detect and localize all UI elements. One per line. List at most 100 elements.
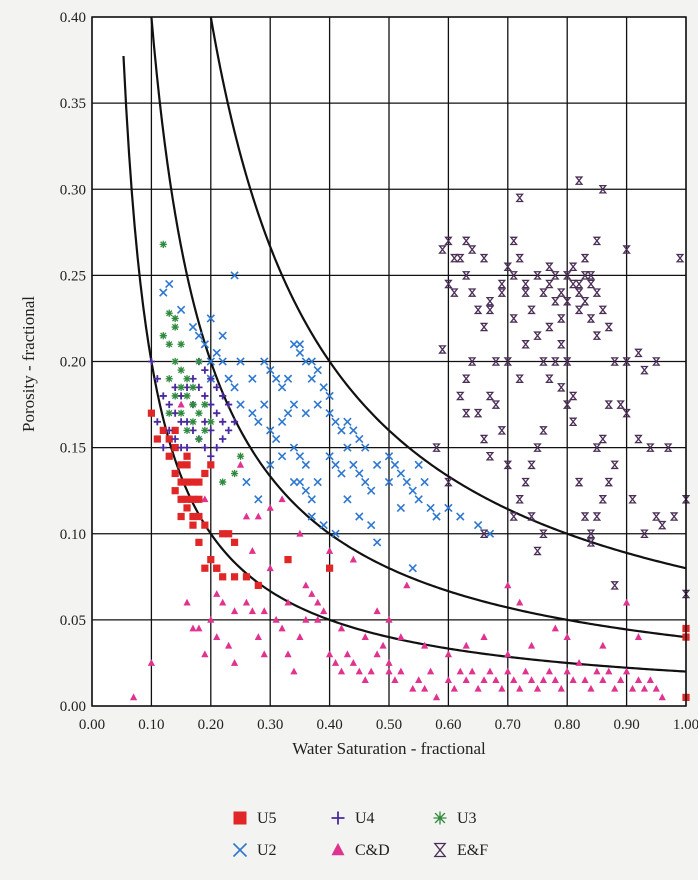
data-point <box>462 676 470 684</box>
legend-item: U2 <box>232 842 277 859</box>
data-point <box>658 520 667 530</box>
data-point <box>301 460 311 470</box>
data-point <box>183 375 191 383</box>
data-point <box>236 357 245 366</box>
data-point <box>159 288 168 297</box>
data-point <box>438 245 447 254</box>
data-point <box>646 676 654 684</box>
data-point <box>230 538 239 546</box>
data-point <box>669 512 679 521</box>
data-point <box>207 461 215 469</box>
data-point <box>432 512 441 521</box>
data-point <box>254 417 263 426</box>
data-point <box>485 451 495 461</box>
data-point <box>604 400 614 409</box>
data-point <box>236 452 245 460</box>
data-point <box>574 176 584 185</box>
data-point <box>195 409 203 417</box>
data-point <box>201 426 209 434</box>
x-tick-label: 1.00 <box>673 717 698 733</box>
data-point <box>189 478 197 486</box>
data-point <box>296 529 304 537</box>
data-point <box>183 495 191 503</box>
data-point <box>628 495 637 504</box>
data-point <box>207 418 215 426</box>
data-point <box>681 589 691 599</box>
data-point <box>367 667 375 675</box>
x-tick-label: 0.40 <box>316 717 342 733</box>
y-tick-label: 0.20 <box>60 355 86 371</box>
data-point <box>640 365 649 375</box>
data-point <box>527 676 536 684</box>
data-point <box>504 667 512 675</box>
data-point <box>432 693 441 701</box>
data-point <box>219 573 227 581</box>
data-point <box>171 435 179 443</box>
data-point <box>396 469 406 478</box>
data-point <box>195 538 203 546</box>
data-point <box>539 529 548 538</box>
data-point <box>147 409 155 417</box>
data-point <box>562 296 572 306</box>
data-point <box>450 253 459 263</box>
data-point <box>503 357 513 366</box>
data-point <box>343 417 352 426</box>
data-point <box>521 477 530 487</box>
data-point <box>212 348 221 358</box>
data-point <box>177 409 185 417</box>
data-point <box>165 400 173 409</box>
data-point <box>314 615 322 623</box>
data-point <box>230 607 239 615</box>
data-point <box>301 357 311 366</box>
data-point <box>516 598 524 606</box>
data-point <box>563 633 571 640</box>
x-tick-label: 0.20 <box>198 717 224 733</box>
data-point <box>248 607 256 615</box>
data-point <box>320 607 328 615</box>
data-point <box>284 555 292 564</box>
data-point <box>563 667 571 675</box>
data-point <box>408 564 417 573</box>
data-point <box>219 530 227 538</box>
data-point <box>183 504 191 512</box>
data-point <box>194 331 204 340</box>
data-point <box>397 633 405 640</box>
data-point <box>539 426 548 435</box>
data-point <box>622 245 631 254</box>
data-point <box>663 443 673 452</box>
data-point <box>219 598 227 606</box>
data-point <box>301 409 311 418</box>
data-point <box>450 288 459 297</box>
data-point <box>171 426 179 434</box>
data-point <box>409 684 417 692</box>
data-point <box>195 495 203 503</box>
data-point <box>248 374 257 383</box>
data-point <box>604 322 614 332</box>
data-point <box>515 193 524 203</box>
data-point <box>266 564 274 572</box>
data-point <box>509 236 518 246</box>
data-point <box>372 460 382 470</box>
data-point <box>586 271 596 280</box>
data-point <box>473 520 483 530</box>
data-point <box>313 400 322 409</box>
data-point <box>408 486 417 495</box>
data-point <box>260 607 268 615</box>
data-point <box>521 288 530 297</box>
data-point <box>278 495 286 503</box>
data-point <box>479 322 489 332</box>
data-point <box>236 400 245 409</box>
data-point <box>610 460 619 470</box>
data-point <box>230 658 239 666</box>
data-point <box>593 667 601 675</box>
data-point <box>569 676 577 684</box>
data-point <box>510 676 518 684</box>
data-point <box>302 581 310 589</box>
data-point <box>242 477 251 487</box>
data-point <box>206 314 215 323</box>
data-point <box>201 366 209 374</box>
data-point <box>634 434 643 444</box>
data-point <box>468 667 476 675</box>
data-point <box>623 598 631 606</box>
data-point <box>551 676 559 684</box>
